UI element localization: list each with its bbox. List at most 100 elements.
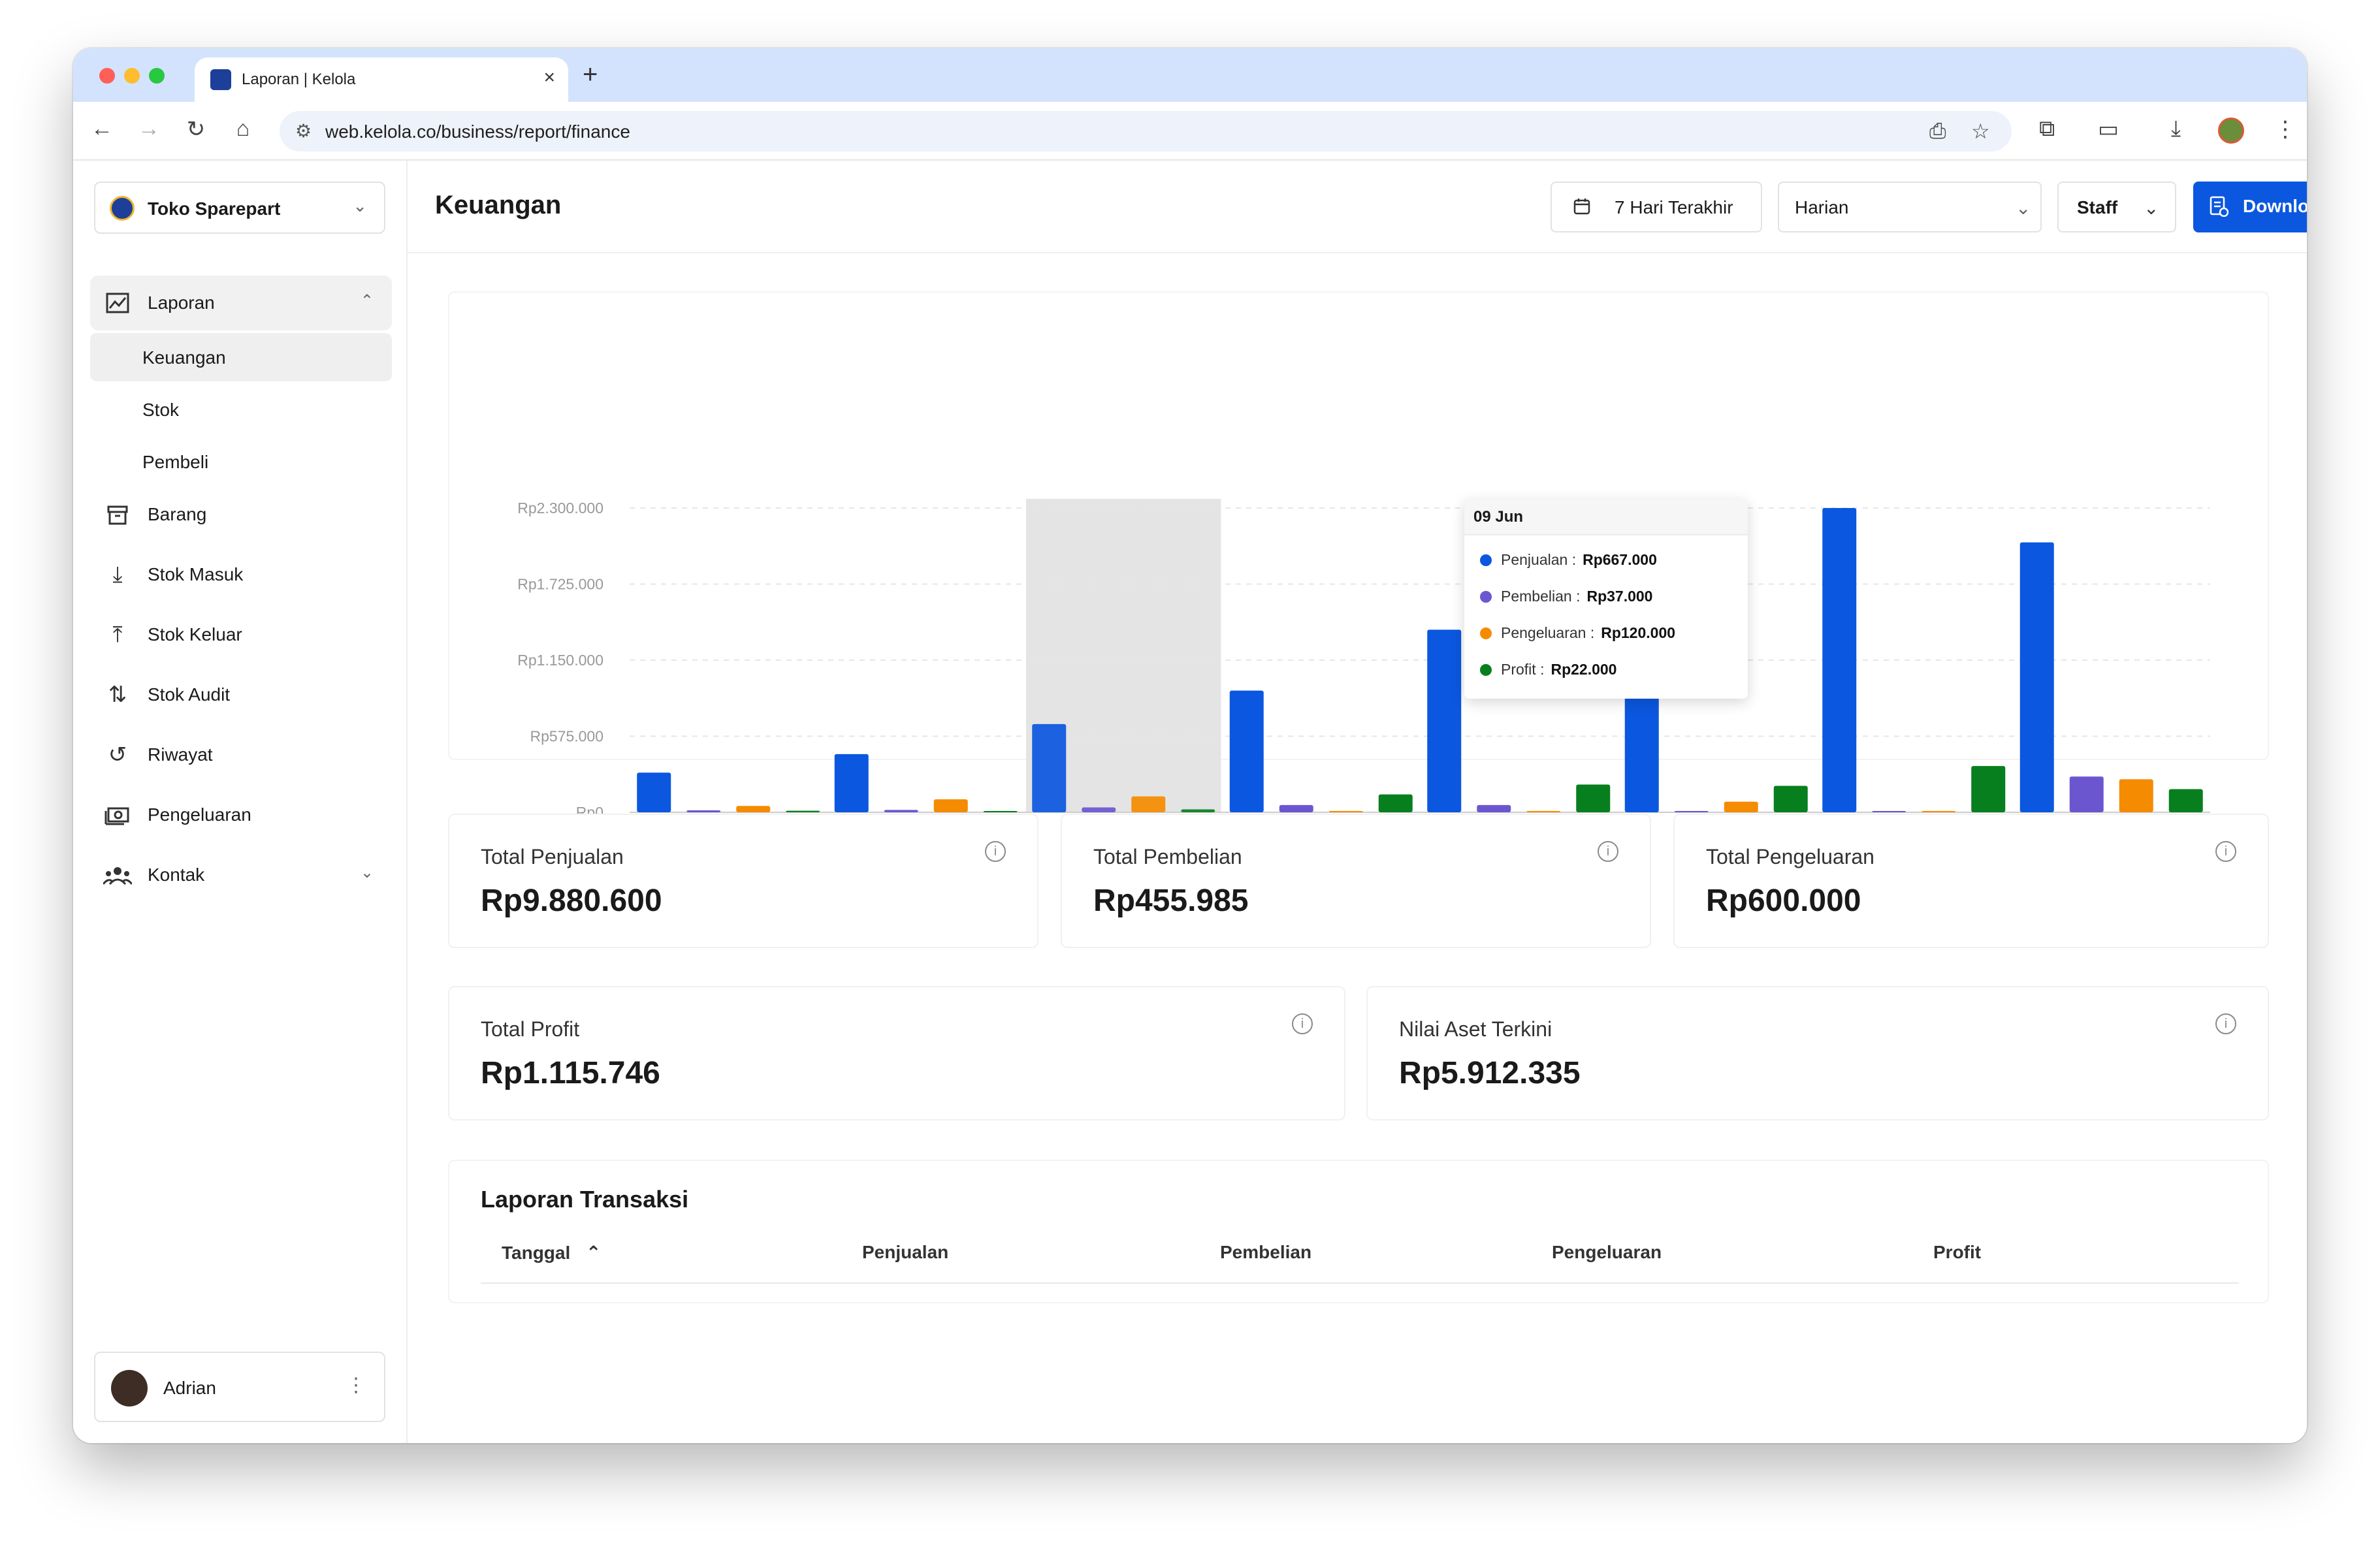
- user-avatar: [111, 1370, 148, 1406]
- stat-value: Rp1.115.746: [481, 1056, 660, 1090]
- sidebar-item-stok-audit[interactable]: ⇅ Stok Audit: [90, 667, 392, 722]
- sidebar-item-laporan[interactable]: Laporan ⌃: [90, 276, 392, 330]
- back-arrow-icon[interactable]: ←: [91, 116, 113, 141]
- tab-title: Laporan | Kelola: [242, 71, 356, 88]
- maximize-window-button[interactable]: [149, 68, 165, 84]
- bar-pembelian-10-jun: [1279, 804, 1313, 812]
- sidebar-item-label: Pengeluaran: [148, 804, 251, 825]
- bar-pengeluaran-09-jun: [1131, 796, 1166, 812]
- tab-close-icon[interactable]: ×: [543, 67, 555, 88]
- tooltip-header: 09 Jun: [1464, 499, 1748, 535]
- home-icon[interactable]: ⌂: [236, 116, 250, 141]
- tab-search-icon[interactable]: ▭: [2098, 117, 2119, 142]
- sidebar-item-barang[interactable]: Barang: [90, 487, 392, 542]
- sidebar-item-label: Riwayat: [148, 744, 213, 765]
- chart-tooltip: 09 Jun Penjualan : Rp667.000 Pembelian : R…: [1464, 499, 1748, 699]
- url-text[interactable]: web.kelola.co/business/report/finance: [325, 121, 630, 142]
- bar-penjualan-10-jun: [1229, 690, 1264, 812]
- tooltip-row-pembelian: Pembelian : Rp37.000: [1480, 588, 1652, 605]
- more-vertical-icon[interactable]: ⋮: [346, 1374, 366, 1396]
- info-icon[interactable]: i: [1292, 1013, 1313, 1034]
- info-icon[interactable]: i: [2215, 1013, 2236, 1034]
- forward-arrow-icon[interactable]: →: [138, 116, 160, 141]
- tooltip-row-value: Rp120.000: [1601, 624, 1676, 641]
- minimize-window-button[interactable]: [124, 68, 140, 84]
- browser-window: Laporan | Kelola × + ← → ↻ ⌂ ⚙ web.kelol…: [73, 48, 2307, 1443]
- close-window-button[interactable]: [99, 68, 115, 84]
- kelola-favicon-icon: [210, 69, 231, 90]
- extensions-icon[interactable]: ⧉: [2039, 116, 2055, 141]
- browser-menu-icon[interactable]: ⋮: [2274, 117, 2296, 142]
- column-header-pengeluaran[interactable]: Pengeluaran: [1552, 1242, 1662, 1262]
- sidebar-item-label: Kontak: [148, 865, 205, 885]
- contacts-icon: [102, 862, 133, 888]
- new-tab-plus-icon[interactable]: +: [583, 60, 598, 89]
- bookmark-star-icon[interactable]: ☆: [1971, 119, 1990, 143]
- sidebar-item-label: Stok Audit: [148, 684, 231, 705]
- install-app-icon[interactable]: ⎙: [1929, 119, 1946, 142]
- bar-pembelian-09-jun: [1082, 807, 1116, 812]
- bar-profit-13-jun: [1971, 766, 2006, 812]
- chevron-down-icon: ⌄: [2016, 198, 2031, 218]
- bar-profit-09-jun: [1181, 809, 1215, 812]
- stat-card-total-pembelian: Total Pembelian Rp455.985 i: [1061, 814, 1651, 948]
- column-header-pembelian[interactable]: Pembelian: [1220, 1242, 1312, 1262]
- browser-toolbar: ← → ↻ ⌂ ⚙ web.kelola.co/business/report/…: [73, 102, 2307, 161]
- document-download-icon: [2209, 196, 2229, 221]
- profile-avatar[interactable]: [2218, 118, 2244, 144]
- swap-vertical-icon: ⇅: [108, 682, 127, 707]
- store-selector[interactable]: Toko Sparepart ⌄: [94, 182, 385, 234]
- sidebar-subitem-stok[interactable]: Stok: [90, 385, 392, 434]
- sidebar-item-stok-masuk[interactable]: ⤓ Stok Masuk: [90, 547, 392, 602]
- sidebar-item-stok-keluar[interactable]: ⤒ Stok Keluar: [90, 607, 392, 662]
- cash-icon: [103, 802, 132, 828]
- sidebar-item-riwayat[interactable]: ↺ Riwayat: [90, 727, 392, 782]
- column-header-label: Tanggal: [502, 1243, 571, 1263]
- bar-profit-07-jun: [786, 810, 820, 812]
- info-icon[interactable]: i: [985, 841, 1006, 862]
- browser-tab[interactable]: Laporan | Kelola ×: [195, 57, 568, 102]
- table-header-divider: [481, 1282, 2239, 1284]
- finance-chart-card: [448, 291, 2269, 760]
- bar-profit-11-jun: [1576, 784, 1611, 812]
- site-settings-icon[interactable]: ⚙: [295, 121, 312, 141]
- column-header-profit[interactable]: Profit: [1933, 1242, 1982, 1262]
- interval-select[interactable]: Harian ⌄: [1778, 182, 2042, 232]
- stat-card-nilai-aset: Nilai Aset Terkini Rp5.912.335 i: [1366, 986, 2269, 1120]
- sidebar-subitem-label: Keuangan: [142, 347, 226, 368]
- column-header-penjualan[interactable]: Penjualan: [862, 1242, 949, 1262]
- column-header-tanggal[interactable]: Tanggal ⌃: [502, 1242, 602, 1263]
- reload-icon[interactable]: ↻: [186, 117, 206, 142]
- staff-filter-button[interactable]: Staff ⌄: [2057, 182, 2176, 232]
- bar-pembelian-08-jun: [884, 810, 918, 812]
- browser-titlebar: Laporan | Kelola × +: [73, 48, 2307, 102]
- address-bar[interactable]: ⚙ web.kelola.co/business/report/finance …: [280, 111, 2012, 151]
- stat-label: Total Profit: [481, 1017, 580, 1041]
- sidebar-item-kontak[interactable]: Kontak ⌄: [90, 848, 392, 902]
- bar-pengeluaran-13-jun: [1922, 811, 1956, 812]
- legend-dot: [1480, 628, 1492, 639]
- info-icon[interactable]: i: [1598, 841, 1618, 862]
- sort-ascending-icon[interactable]: ⌃: [586, 1243, 602, 1263]
- user-profile-card[interactable]: Adrian ⋮: [94, 1352, 385, 1422]
- store-name: Toko Sparepart: [148, 199, 281, 219]
- chevron-down-icon: ⌄: [353, 196, 367, 215]
- download-tray-icon[interactable]: ⤓: [2171, 116, 2181, 141]
- sidebar-item-pengeluaran[interactable]: Pengeluaran: [90, 787, 392, 842]
- tooltip-row-profit: Profit : Rp22.000: [1480, 661, 1616, 678]
- info-icon[interactable]: i: [2215, 841, 2236, 862]
- sidebar-subitem-pembeli[interactable]: Pembeli: [90, 437, 392, 486]
- tooltip-row-penjualan: Penjualan : Rp667.000: [1480, 551, 1657, 569]
- tooltip-date: 09 Jun: [1473, 508, 1524, 526]
- bar-penjualan-13-jun: [1822, 508, 1857, 812]
- bar-penjualan-08-jun: [834, 754, 869, 812]
- history-icon: ↺: [108, 742, 127, 767]
- bar-penjualan-11-jun: [1427, 629, 1462, 812]
- sidebar-subitem-keuangan[interactable]: Keuangan: [90, 333, 392, 381]
- sidebar-item-label: Laporan: [148, 293, 215, 313]
- date-range-button[interactable]: 7 Hari Terakhir: [1551, 182, 1762, 232]
- staff-label: Staff: [2077, 197, 2118, 217]
- chart-line-icon: [103, 290, 132, 316]
- user-name: Adrian: [163, 1378, 216, 1398]
- download-button[interactable]: Download: [2193, 182, 2307, 232]
